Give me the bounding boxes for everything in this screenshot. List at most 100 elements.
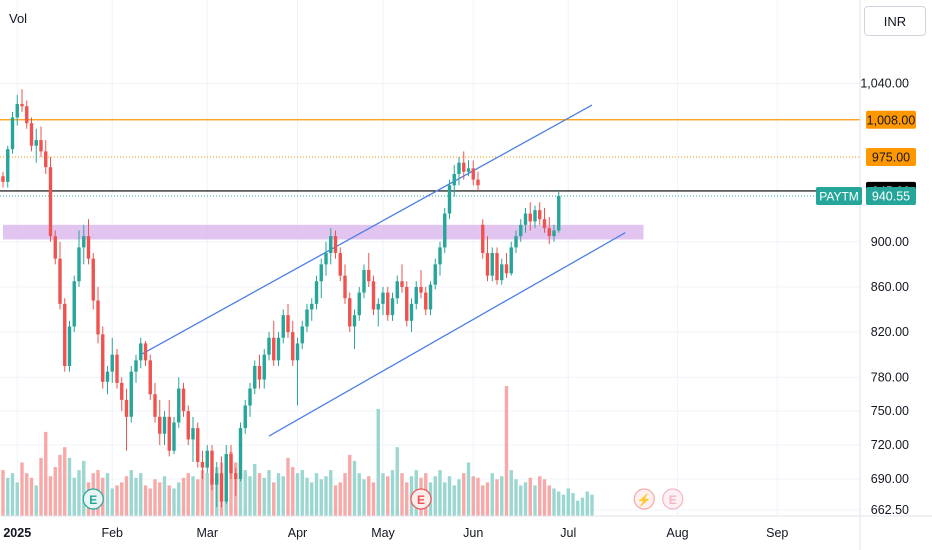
candle	[167, 399, 171, 457]
dividend-icon[interactable]: ⚡	[633, 488, 655, 510]
trend-channel[interactable]	[140, 104, 626, 437]
currency-button[interactable]: INR	[864, 6, 926, 36]
candle	[424, 286, 428, 316]
candle-body	[96, 300, 100, 335]
channel-upper-line[interactable]	[140, 104, 593, 356]
volume-bar	[272, 482, 276, 516]
candle	[433, 258, 437, 290]
dividend-icon-circle	[633, 488, 655, 510]
candle-body	[433, 264, 437, 285]
candle-body	[158, 416, 162, 434]
volume-bar	[257, 473, 262, 516]
candle-body	[314, 281, 319, 304]
price-tick-label: 690.00	[871, 472, 909, 486]
price-axis[interactable]: 1,040.00 900.00 860.00 820.00 780.00 750.00 72…	[860, 0, 932, 550]
candle-body	[500, 264, 504, 281]
candle	[476, 171, 480, 191]
candle-body	[542, 219, 547, 229]
candle-body	[533, 210, 537, 222]
candle-body	[215, 473, 219, 485]
candle-body	[15, 103, 19, 118]
candle-body	[457, 162, 461, 174]
candle	[15, 94, 19, 126]
candle	[481, 219, 485, 259]
candle	[291, 320, 295, 366]
candle-body	[39, 140, 43, 152]
volume-bar	[571, 493, 575, 516]
volume-bar	[533, 485, 537, 516]
candle-body	[86, 236, 91, 259]
earnings-icon-glyph: E	[417, 493, 425, 507]
candle-body	[143, 343, 148, 361]
time-tick-label: Apr	[288, 526, 307, 540]
candle	[267, 332, 271, 361]
volume-bar	[319, 479, 323, 516]
candle	[310, 298, 314, 321]
candle	[438, 241, 442, 276]
candle-body	[281, 315, 285, 338]
candle	[186, 405, 190, 446]
candle	[514, 230, 518, 254]
volume-bar	[447, 476, 452, 516]
volume-bar	[267, 470, 271, 516]
candle-body	[428, 284, 433, 310]
candle-body	[376, 303, 380, 310]
volume-bar	[39, 457, 43, 516]
candle	[523, 207, 528, 233]
volume-bar	[291, 467, 295, 516]
volume-bar	[500, 476, 504, 516]
candle	[63, 298, 67, 372]
candle-body	[234, 473, 238, 479]
candle-body	[523, 213, 528, 225]
volume-bar	[386, 476, 390, 516]
candle	[10, 111, 15, 154]
volume-bar	[352, 460, 357, 516]
candle-body	[196, 428, 200, 462]
earnings-icon-circle	[82, 488, 104, 510]
candle	[452, 164, 456, 197]
volume-bar	[229, 451, 233, 516]
price-tick-label: 780.00	[871, 370, 909, 384]
volume-bar	[390, 470, 395, 516]
candle-body	[300, 326, 304, 344]
time-tick-label: Jun	[463, 526, 483, 540]
candle-body	[424, 292, 428, 310]
candle	[1, 171, 5, 188]
candle-body	[72, 281, 76, 327]
earnings-icon[interactable]: E	[82, 488, 104, 510]
candle	[500, 258, 504, 285]
candle-body	[447, 185, 452, 214]
candle	[367, 253, 371, 287]
candle	[295, 337, 300, 406]
candle	[286, 303, 290, 338]
time-axis-bg	[0, 516, 932, 550]
time-tick-label: Mar	[196, 526, 218, 540]
earnings-icon-glyph: E	[89, 493, 97, 507]
candle	[395, 275, 399, 304]
candle-body	[82, 236, 86, 248]
earnings-icon[interactable]: E	[410, 488, 432, 510]
ticker-tag: PAYTM 940.55	[816, 186, 916, 205]
candle	[215, 461, 219, 508]
volume-bar	[243, 470, 247, 516]
volume-bar	[329, 470, 333, 516]
candle-body	[386, 292, 390, 316]
candle-body	[110, 354, 114, 372]
candle	[129, 365, 133, 423]
volume-bar	[590, 494, 594, 516]
price-tag-label: 1,008.00	[867, 113, 916, 127]
candle-body	[357, 292, 361, 316]
channel-lower-line[interactable]	[268, 232, 626, 437]
candle-body	[101, 334, 105, 382]
earnings-future-icon[interactable]: E	[662, 488, 684, 510]
candle-body	[205, 450, 209, 468]
candle-body	[272, 337, 276, 361]
candle-body	[352, 315, 357, 327]
candle	[134, 354, 138, 383]
volume-bar	[153, 479, 157, 516]
candle-body	[490, 253, 494, 276]
price-tick-label: 900.00	[871, 235, 909, 249]
event-markers[interactable]: E E ⚡ E	[82, 488, 684, 510]
